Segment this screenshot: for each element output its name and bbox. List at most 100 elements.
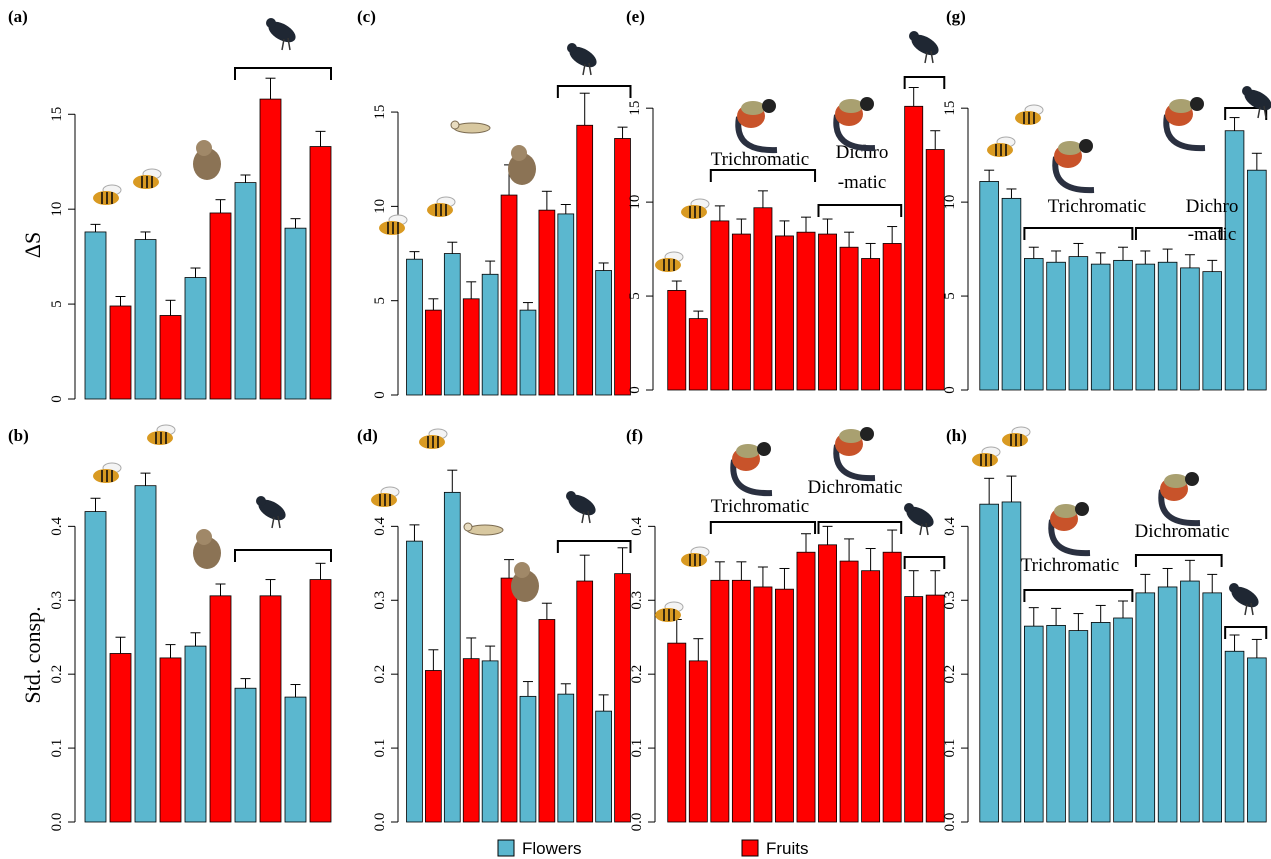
icon-part <box>1054 504 1078 518</box>
bar <box>407 541 423 822</box>
bar <box>185 278 206 399</box>
error-bar <box>844 232 854 247</box>
annotation: Trichromatic <box>1048 196 1147 217</box>
error-bar <box>316 563 326 579</box>
icon-bee <box>133 169 161 189</box>
legend-swatch <box>742 840 758 856</box>
bracket <box>711 522 815 534</box>
error-bar <box>1163 568 1173 586</box>
icon-part <box>566 491 576 501</box>
error-bar <box>191 268 201 277</box>
bracket <box>558 86 631 98</box>
legend-label: Fruits <box>766 839 809 858</box>
error-bar <box>1096 605 1106 622</box>
bar <box>482 661 498 822</box>
y-tick-label: 0 <box>627 386 643 394</box>
bar <box>732 580 750 822</box>
bar <box>285 228 306 399</box>
error-bar <box>409 252 419 260</box>
icon-ferret <box>464 523 503 535</box>
bar <box>905 106 923 390</box>
error-bar <box>116 296 126 305</box>
bar <box>425 670 441 822</box>
panel-label: (a) <box>8 7 28 26</box>
error-bar <box>736 562 746 580</box>
error-bar <box>504 560 514 578</box>
bar <box>482 274 498 395</box>
error-bar <box>291 685 301 698</box>
error-bar <box>758 567 768 587</box>
error-bar <box>447 470 457 492</box>
bar <box>444 492 460 822</box>
bar <box>862 571 880 822</box>
bar <box>1069 631 1088 822</box>
y-tick-label: 0.2 <box>372 665 388 684</box>
bar <box>85 232 106 399</box>
error-bar <box>758 191 768 208</box>
icon-bee <box>655 252 683 272</box>
bar <box>689 319 707 390</box>
bracket <box>558 541 631 553</box>
error-bar <box>984 170 994 181</box>
bar <box>1002 502 1021 822</box>
panel-label: (e) <box>626 7 645 26</box>
bar <box>668 290 686 390</box>
icon-bee <box>93 463 121 483</box>
bar <box>160 658 181 822</box>
error-bar <box>887 530 897 552</box>
bar <box>463 659 479 822</box>
y-tick-label: 0.4 <box>49 516 65 535</box>
bar <box>615 574 631 822</box>
y-tick-label: 0.0 <box>629 813 645 832</box>
error-bar <box>672 281 682 290</box>
bar <box>711 580 729 822</box>
error-bar <box>580 555 590 581</box>
bar <box>775 589 793 822</box>
y-tick-label: 5 <box>49 300 65 308</box>
bracket <box>711 170 815 182</box>
bar <box>1136 264 1155 390</box>
error-bar <box>844 539 854 561</box>
icon-monkey <box>193 529 221 569</box>
icon-bee <box>972 447 1000 467</box>
error-bar <box>779 568 789 589</box>
bar <box>85 512 106 822</box>
error-bar <box>1252 639 1262 657</box>
y-tick-label: 0.3 <box>942 591 958 610</box>
panel-label: (d) <box>357 426 378 445</box>
bracket <box>1024 590 1132 602</box>
icon-part <box>860 97 874 111</box>
icon-tamarin <box>1165 97 1205 148</box>
annotation: Dichro <box>1186 196 1239 217</box>
icon-bee <box>427 197 455 217</box>
y-tick-label: 0 <box>372 391 388 399</box>
error-bar <box>930 571 940 595</box>
bar <box>285 697 306 822</box>
legend-swatch <box>498 840 514 856</box>
error-bar <box>466 638 476 659</box>
error-bar <box>618 548 628 574</box>
error-bar <box>618 127 628 138</box>
bar <box>615 138 631 395</box>
y-tick-label: 0.4 <box>372 516 388 535</box>
y-tick-label: 10 <box>627 195 643 210</box>
y-axis-label: ΔS <box>20 232 45 258</box>
icon-tamarin <box>737 99 777 150</box>
bar <box>754 208 772 390</box>
bracket <box>1225 627 1266 639</box>
error-bar <box>141 473 151 486</box>
bar <box>444 254 460 395</box>
bar <box>110 306 131 399</box>
bracket <box>235 68 331 80</box>
y-tick-label: 10 <box>372 199 388 214</box>
bar <box>1047 262 1066 390</box>
icon-bird <box>908 31 942 63</box>
bar <box>883 552 901 822</box>
error-bar <box>166 300 176 315</box>
bar <box>668 643 686 822</box>
icon-part <box>196 140 212 156</box>
bar <box>110 653 131 822</box>
y-tick-label: 0.0 <box>942 813 958 832</box>
bar <box>862 258 880 390</box>
error-bar <box>241 679 251 689</box>
